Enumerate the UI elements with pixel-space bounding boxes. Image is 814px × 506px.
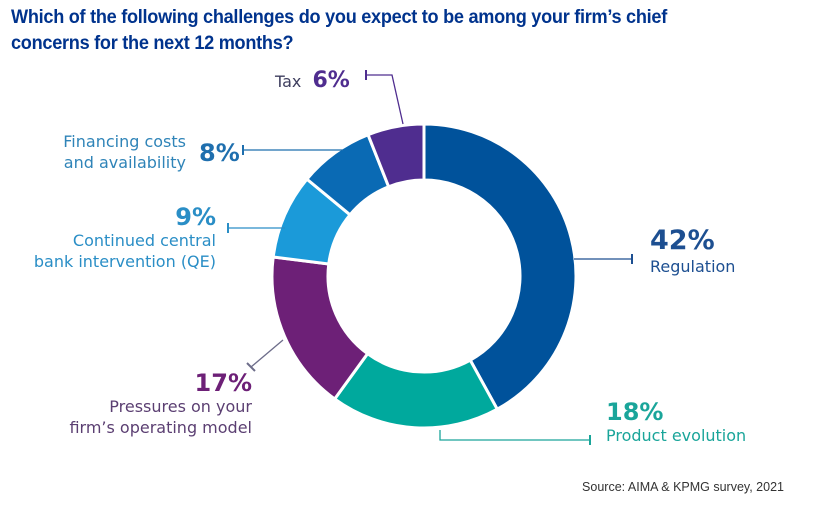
source-note: Source: AIMA & KPMG survey, 2021: [582, 480, 784, 494]
leader-pressures-tick: [246, 362, 256, 372]
leader-product: [439, 430, 590, 441]
label-product-name: Product evolution: [606, 426, 747, 445]
label-qe-pct: 9%: [175, 203, 216, 231]
label-product: 18% Product evolution: [606, 399, 746, 446]
label-regulation: 42% Regulation: [650, 226, 735, 277]
label-pressures-pct: 17%: [194, 369, 252, 397]
label-regulation-name: Regulation: [650, 257, 736, 276]
label-qe: 9% Continued central bank intervention (…: [20, 204, 216, 272]
leader-lines: [227, 70, 633, 445]
donut-slice-tax: [366, 122, 426, 189]
donut-slice-regulation: [422, 122, 578, 412]
donut-slices: [270, 122, 578, 430]
label-qe-line2: bank intervention (QE): [33, 252, 216, 271]
chart-title: Which of the following challenges do you…: [11, 6, 667, 54]
label-tax-name: Tax: [275, 72, 302, 91]
label-pressures: 17% Pressures on your firm’s operating m…: [40, 370, 252, 438]
label-regulation-pct: 42%: [650, 225, 715, 256]
label-financing-line1: Financing costs: [63, 132, 186, 151]
label-pressures-line1: Pressures on your: [109, 397, 252, 416]
label-product-pct: 18%: [606, 398, 664, 426]
label-financing-name: Financing costs and availability: [48, 131, 186, 173]
label-pressures-line2: firm’s operating model: [69, 418, 252, 437]
label-tax: Tax 6%: [275, 68, 350, 94]
label-qe-line1: Continued central: [72, 231, 216, 250]
leader-pressures: [250, 339, 284, 368]
label-tax-pct: 6%: [312, 68, 350, 93]
label-financing-pct: 8%: [199, 139, 240, 167]
leader-tax: [366, 74, 404, 125]
label-financing-line2: and availability: [63, 153, 186, 172]
